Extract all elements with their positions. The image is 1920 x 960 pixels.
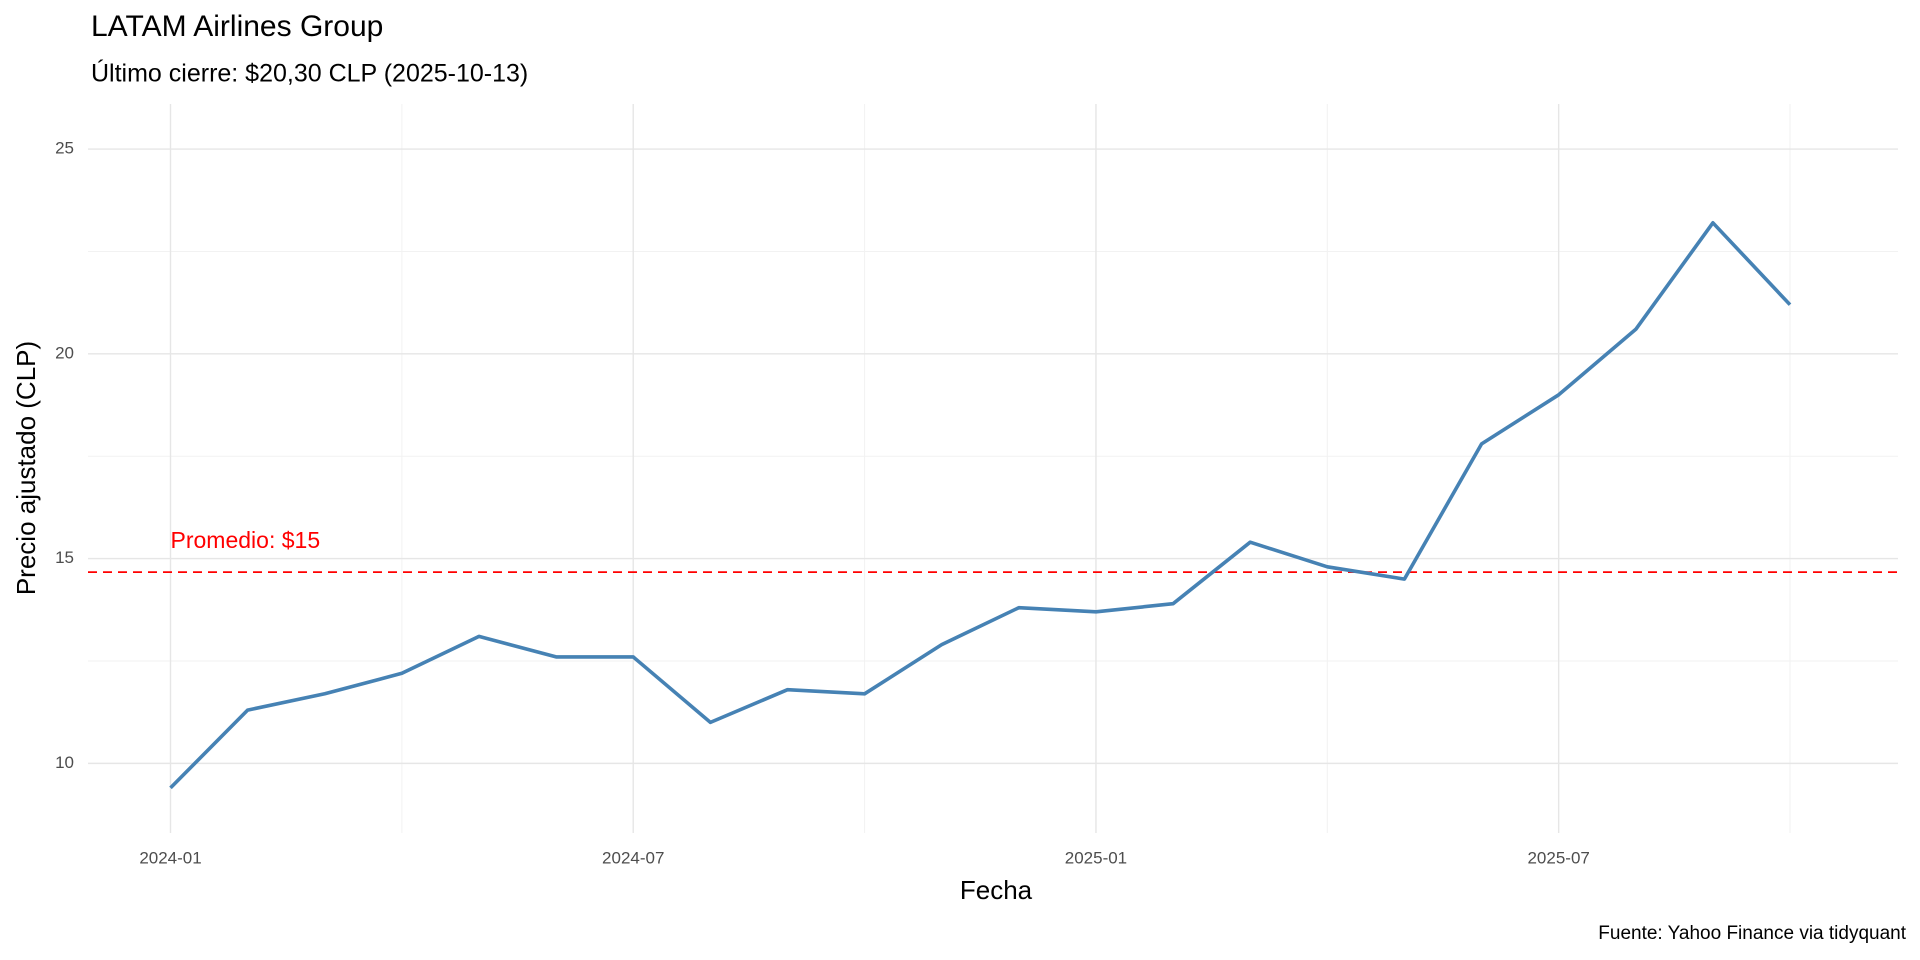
x-tick-label: 2024-07: [602, 848, 664, 867]
chart-title: LATAM Airlines Group: [91, 10, 383, 43]
y-tick-label: 10: [55, 753, 74, 772]
caption: Fuente: Yahoo Finance via tidyquant: [1598, 923, 1906, 944]
chart-subtitle: Último cierre: $20,30 CLP (2025-10-13): [91, 59, 528, 88]
mean-label: Promedio: $15: [171, 527, 321, 553]
y-axis-label: Precio ajustado (CLP): [11, 341, 41, 595]
x-tick-label: 2025-07: [1527, 848, 1589, 867]
y-tick-label: 20: [55, 343, 74, 362]
price-line: [169, 221, 1792, 790]
x-tick-label: 2024-01: [139, 848, 201, 867]
x-tick-label: 2025-01: [1065, 848, 1127, 867]
y-tick-label: 25: [55, 139, 74, 158]
y-tick-label: 15: [55, 548, 74, 567]
x-axis-label: Fecha: [960, 875, 1033, 905]
